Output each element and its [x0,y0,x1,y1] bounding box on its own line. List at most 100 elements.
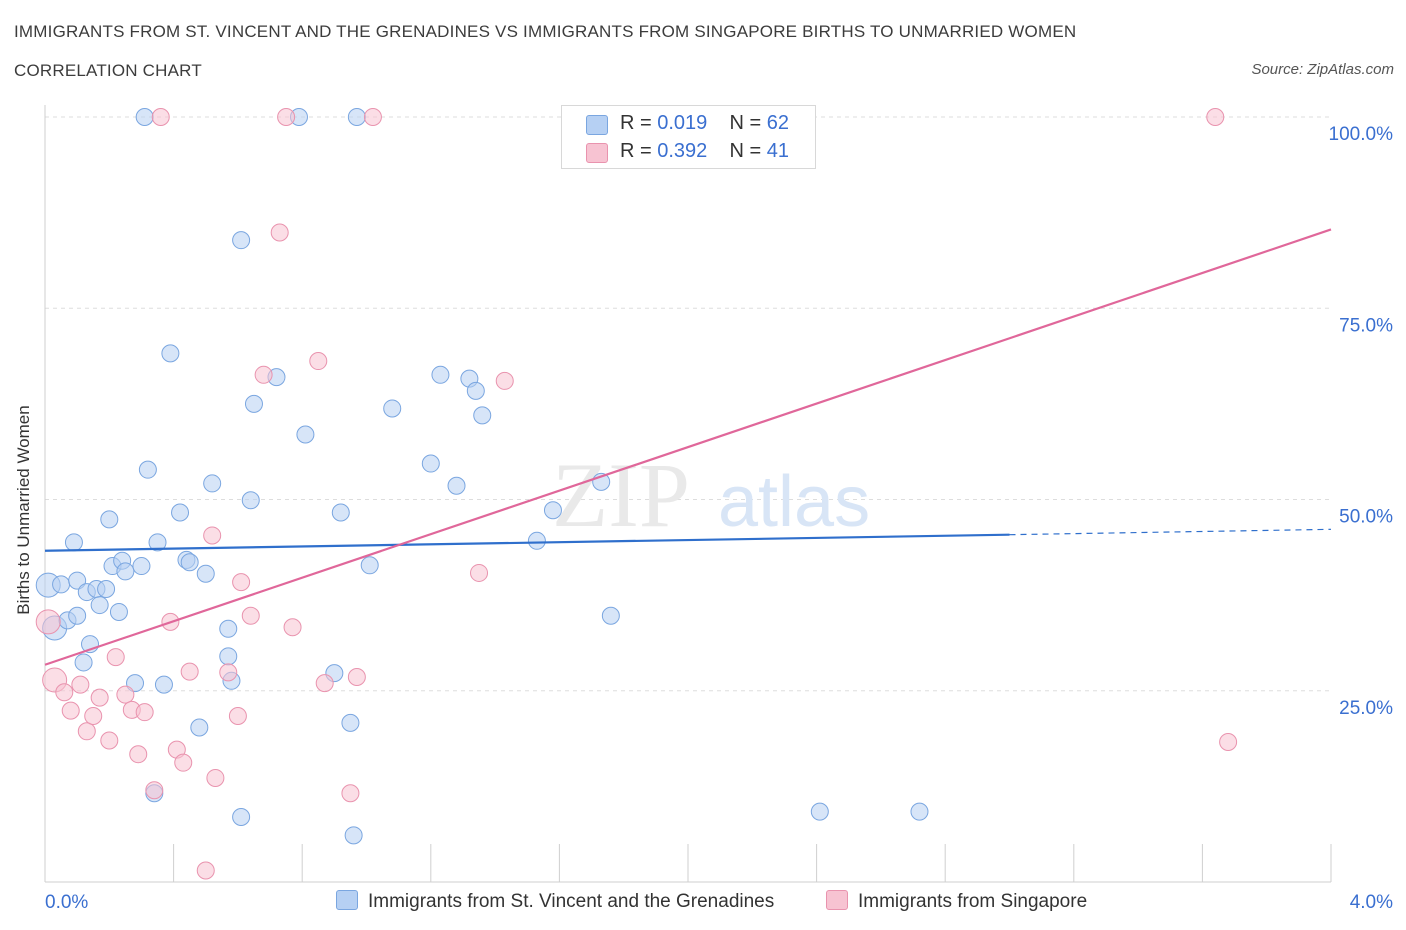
point-pink-34 [347,667,366,686]
legend-r-label-blue: R = [620,112,658,134]
point-pink-15 [151,108,170,126]
trend-line-pink [44,228,1332,666]
point-pink-26 [241,606,260,625]
point-pink-14 [145,781,164,800]
point-pink-32 [315,674,334,693]
point-blue-59 [810,802,829,821]
point-blue-51 [447,476,466,495]
point-pink-24 [228,706,247,725]
point-blue-46 [347,108,366,126]
point-blue-54 [473,406,492,425]
watermark-zip: ZIP [552,444,690,546]
point-blue-56 [543,501,562,520]
point-pink-12 [129,745,148,764]
point-blue-50 [431,365,450,384]
legend-n-value-blue: 62 [766,112,790,134]
legend-text-blue: R = 0.019 N = 62 [620,112,789,135]
point-pink-28 [270,223,289,242]
point-blue-55 [527,531,546,550]
watermark-atlas: atlas [718,462,870,542]
legend-swatch-blue [586,115,608,135]
point-pink-35 [363,108,382,126]
series-blue-points [35,108,929,845]
grid-lines [45,116,1331,692]
point-pink-2 [55,683,74,702]
x-tick-label-1: 4.0% [1350,892,1393,913]
point-blue-25 [161,344,180,363]
point-blue-13 [100,510,119,529]
point-pink-20 [196,861,215,880]
point-pink-10 [116,685,135,704]
point-blue-37 [241,491,260,510]
bottom-legend-label-blue: Immigrants from St. Vincent and the Gren… [368,891,775,912]
y-axis-label-wrap: Births to Unmarried Women [4,405,44,614]
point-pink-8 [100,731,119,750]
point-pink-22 [206,768,225,787]
y-tick-label-1: 50.0% [1339,507,1393,528]
point-pink-6 [84,706,103,725]
chart-subtitle: CORRELATION CHART [14,61,202,80]
legend-r-value-pink: 0.392 [657,140,708,162]
axes [44,105,1332,883]
legend-swatch-pink [586,143,608,163]
point-blue-20 [135,108,154,126]
point-blue-24 [154,675,173,694]
point-blue-15 [109,602,128,621]
point-pink-13 [135,703,154,722]
point-pink-23 [219,663,238,682]
point-blue-29 [190,718,209,737]
point-pink-39 [1206,108,1225,126]
point-blue-38 [244,394,263,413]
bottom-legend-swatch-pink [826,890,848,910]
point-blue-49 [421,454,440,473]
point-blue-47 [360,556,379,575]
point-pink-3 [61,701,80,720]
point-pink-33 [341,784,360,803]
point-blue-32 [219,647,238,666]
point-pink-18 [174,753,193,772]
y-axis-label: Births to Unmarried Women [14,405,33,615]
point-pink-40 [1219,733,1238,752]
point-blue-21 [138,460,157,479]
legend-r-value-blue: 0.019 [657,112,708,134]
point-blue-45 [344,826,363,845]
chart-title: IMMIGRANTS FROM ST. VINCENT AND THE GREN… [14,22,1077,41]
point-blue-18 [126,674,145,693]
legend-n-label-blue: N = [729,112,767,134]
point-blue-23 [148,533,167,552]
trend-line-blue [44,533,1010,552]
point-blue-58 [601,606,620,625]
point-pink-27 [254,365,273,384]
point-blue-36 [232,231,251,250]
point-blue-31 [203,474,222,493]
point-pink-25 [232,573,251,592]
legend-n-label-pink: N = [729,140,767,162]
bottom-legend-label-pink: Immigrants from Singapore [858,891,1088,912]
point-pink-4 [71,675,90,694]
bottom-legend-blue: Immigrants from St. Vincent and the Gren… [336,890,774,913]
point-blue-17 [116,562,135,581]
legend-n-value-pink: 41 [766,140,790,162]
point-pink-9 [106,648,125,667]
x-tick-label-0: 0.0% [45,892,88,913]
y-tick-label-3: 100.0% [1329,124,1394,145]
point-pink-19 [180,662,199,681]
trend-lines [44,228,1332,666]
watermark: ZIP atlas [552,444,870,546]
source-label: Source: ZipAtlas.com [1251,61,1394,78]
legend-r-label-pink: R = [620,140,658,162]
tick-labels: 25.0% 50.0% 75.0% 100.0% 0.0% 4.0% [45,124,1393,913]
point-blue-5 [68,606,87,625]
point-pink-7 [90,688,109,707]
point-blue-28 [180,553,199,572]
point-blue-7 [74,653,93,672]
point-pink-37 [495,371,514,390]
point-blue-19 [132,557,151,576]
point-pink-31 [309,352,328,371]
legend-box: R = 0.019 N = 62 R = 0.392 N = 41 [561,105,816,169]
point-pink-29 [277,108,296,126]
trend-line-blue-dashed [1009,528,1332,536]
point-blue-60 [910,802,929,821]
point-blue-2 [52,575,71,594]
